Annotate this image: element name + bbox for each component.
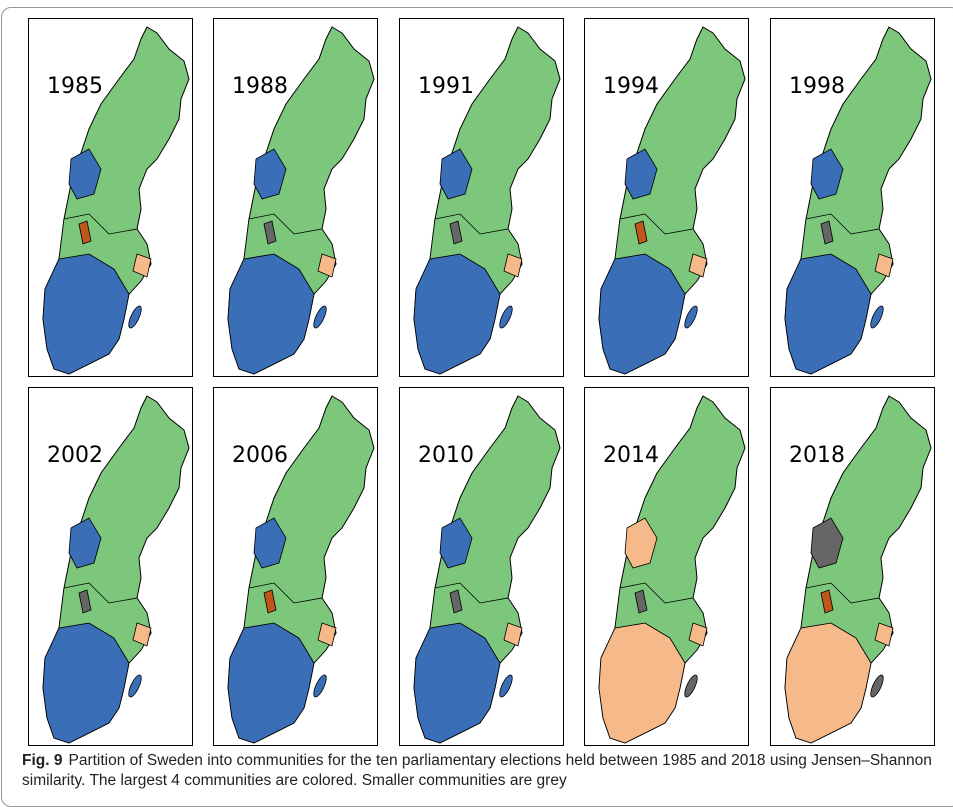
map-panel: 1998: [770, 18, 935, 377]
region-accent: [634, 220, 648, 245]
region-east: [503, 622, 523, 647]
map-panel: 2018: [770, 387, 935, 746]
region-west: [624, 517, 658, 569]
map: [598, 26, 746, 375]
region-east: [132, 253, 152, 278]
region-west: [68, 517, 102, 569]
map: [227, 26, 375, 375]
caption-text: Partition of Sweden into communities for…: [22, 752, 932, 789]
region-accent: [634, 589, 648, 614]
region-west: [810, 517, 844, 569]
region-accent: [263, 589, 277, 614]
map: [42, 26, 190, 375]
map: [784, 395, 932, 744]
region-west: [439, 517, 473, 569]
region-accent: [820, 220, 834, 245]
region-east: [688, 622, 708, 647]
year-label: 1998: [789, 74, 845, 99]
map: [413, 395, 561, 744]
map-panel: 1985: [28, 18, 193, 377]
map-panel: 1994: [584, 18, 749, 377]
year-label: 1988: [232, 74, 288, 99]
gotland: [499, 305, 513, 329]
region-east: [688, 253, 708, 278]
region-accent: [78, 220, 92, 245]
year-label: 2010: [418, 443, 474, 468]
region-west: [68, 148, 102, 200]
gotland: [684, 674, 698, 698]
region-accent: [449, 220, 463, 245]
map: [598, 395, 746, 744]
gotland: [870, 305, 884, 329]
year-label: 2006: [232, 443, 288, 468]
region-west: [253, 517, 287, 569]
map-panel: 2010: [399, 387, 564, 746]
region-east: [132, 622, 152, 647]
region-east: [874, 253, 894, 278]
gotland: [128, 674, 142, 698]
region-west: [624, 148, 658, 200]
region-west: [810, 148, 844, 200]
year-label: 2014: [603, 443, 659, 468]
caption-label: Fig. 9: [22, 752, 63, 769]
region-east: [317, 622, 337, 647]
gotland: [313, 674, 327, 698]
year-label: 2018: [789, 443, 845, 468]
map-panel: 2002: [28, 387, 193, 746]
region-east: [503, 253, 523, 278]
region-accent: [449, 589, 463, 614]
year-label: 2002: [47, 443, 103, 468]
region-accent: [78, 589, 92, 614]
map-panel: 2014: [584, 387, 749, 746]
map-panel: 1991: [399, 18, 564, 377]
region-accent: [263, 220, 277, 245]
year-label: 1994: [603, 74, 659, 99]
gotland: [870, 674, 884, 698]
map: [42, 395, 190, 744]
caption: Fig. 9 Partition of Sweden into communiti…: [22, 751, 942, 791]
region-west: [253, 148, 287, 200]
gotland: [684, 305, 698, 329]
gotland: [128, 305, 142, 329]
map: [784, 26, 932, 375]
panel-grid: 1985 1988 1991 1994 1998 2002 2006 2010 2014 2018: [28, 18, 935, 746]
region-accent: [820, 589, 834, 614]
region-east: [874, 622, 894, 647]
gotland: [313, 305, 327, 329]
region-west: [439, 148, 473, 200]
year-label: 1991: [418, 74, 474, 99]
year-label: 1985: [47, 74, 103, 99]
region-east: [317, 253, 337, 278]
gotland: [499, 674, 513, 698]
map-panel: 2006: [213, 387, 378, 746]
map-panel: 1988: [213, 18, 378, 377]
map: [413, 26, 561, 375]
map: [227, 395, 375, 744]
